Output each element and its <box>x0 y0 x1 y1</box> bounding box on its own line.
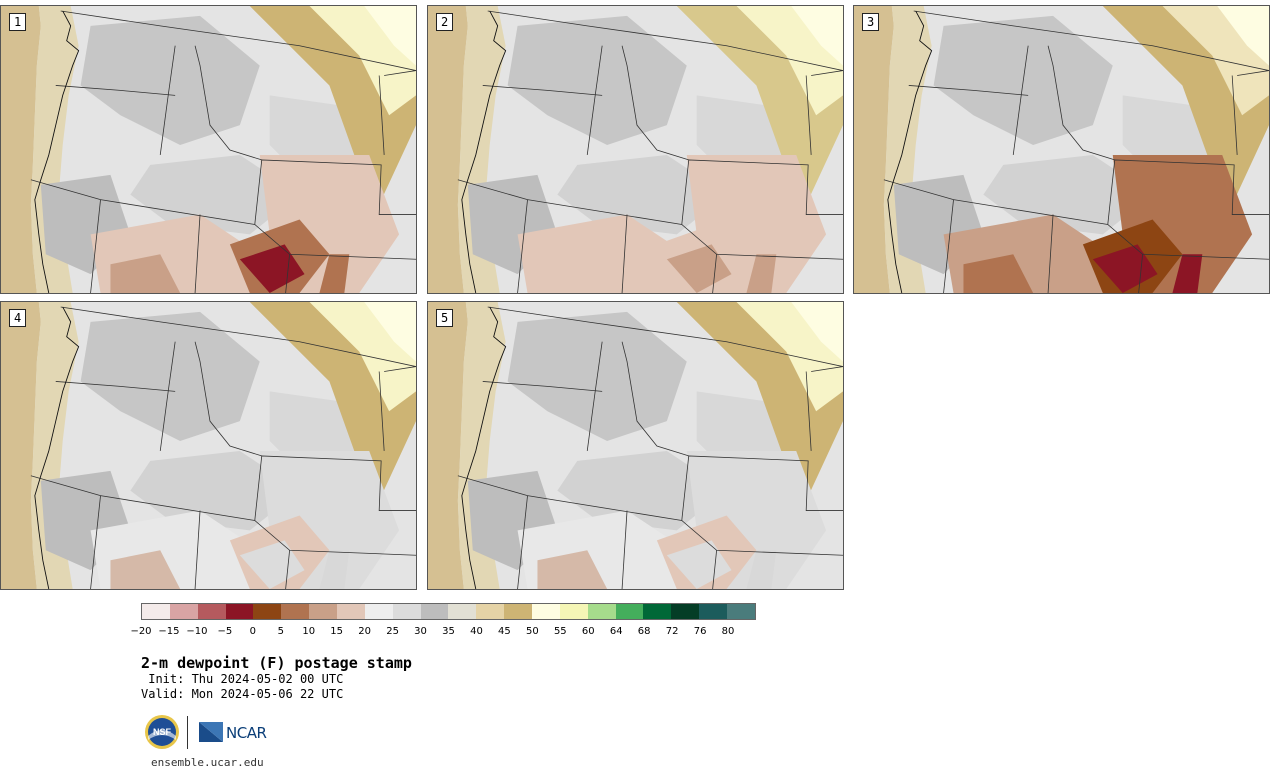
colorbar-tick-label: 5 <box>277 626 284 637</box>
dewpoint-map <box>854 6 1269 293</box>
colorbar-swatch <box>727 604 755 619</box>
footer-url[interactable]: ensemble.ucar.edu <box>151 756 264 769</box>
member-label: 4 <box>9 309 27 327</box>
colorbar-tick-label: 10 <box>302 626 316 637</box>
colorbar-swatch <box>225 604 254 619</box>
member-label: 1 <box>9 13 27 31</box>
colorbar-tick-label: 30 <box>414 626 427 637</box>
colorbar-swatch <box>281 604 310 619</box>
nsf-logo-icon: NSF <box>145 715 179 749</box>
colorbar-swatch <box>699 604 728 619</box>
valid-time: Valid: Mon 2024-05-06 22 UTC <box>141 687 344 701</box>
colorbar-swatch <box>671 604 700 619</box>
colorbar-swatch <box>309 604 338 619</box>
colorbar-tick-label: −5 <box>217 626 233 637</box>
colorbar-tick-label: −20 <box>130 626 152 637</box>
colorbar-tick-label: 72 <box>665 626 679 637</box>
colorbar-tick-label: 50 <box>525 626 539 637</box>
colorbar-tick-label: 80 <box>721 626 735 637</box>
colorbar-tick-label: 76 <box>693 626 707 637</box>
member-label: 2 <box>436 13 454 31</box>
colorbar-swatch <box>197 604 226 619</box>
nsf-logo-text: NSF <box>153 727 172 737</box>
colorbar-swatch <box>615 604 644 619</box>
colorbar-swatch <box>142 604 170 619</box>
colorbar-tick-label: 40 <box>470 626 483 637</box>
ncar-logo-icon <box>199 722 223 742</box>
colorbar-swatch <box>643 604 672 619</box>
colorbar-swatch <box>532 604 560 619</box>
colorbar-swatch <box>587 604 616 619</box>
colorbar-swatch <box>476 604 505 619</box>
dewpoint-colorbar <box>141 603 756 620</box>
colorbar-tick-label: 15 <box>330 626 344 637</box>
ncar-logo-text: NCAR <box>226 724 267 742</box>
ensemble-member-panel-2[interactable]: 2 <box>427 5 844 294</box>
logo-divider <box>187 716 188 749</box>
colorbar-swatch <box>504 604 533 619</box>
colorbar-swatch <box>392 604 421 619</box>
colorbar-tick-label: 60 <box>581 626 595 637</box>
init-time: Init: Thu 2024-05-02 00 UTC <box>141 672 344 686</box>
colorbar-tick-label: 20 <box>358 626 371 637</box>
colorbar-tick-label: −15 <box>158 626 180 637</box>
dewpoint-map <box>1 302 416 589</box>
colorbar-swatch <box>559 604 588 619</box>
colorbar-tick-label: 55 <box>553 626 567 637</box>
ensemble-member-panel-4[interactable]: 4 <box>0 301 417 590</box>
dewpoint-map <box>428 302 843 589</box>
colorbar-swatch <box>337 604 365 619</box>
colorbar-tick-label: 35 <box>442 626 455 637</box>
colorbar-tick-label: −10 <box>186 626 208 637</box>
colorbar-swatch <box>364 604 393 619</box>
dewpoint-map <box>428 6 843 293</box>
dewpoint-map <box>1 6 416 293</box>
colorbar-tick-labels: −20 −15 −10 −5 0 5 10 15 20 25 30 35 40 45 50 55 60 64 68 7… <box>130 626 756 638</box>
member-label: 3 <box>862 13 880 31</box>
colorbar-tick-label: 64 <box>609 626 623 637</box>
colorbar-tick-label: 45 <box>498 626 511 637</box>
colorbar-swatch <box>420 604 449 619</box>
logo-group: NSF NCAR <box>144 714 274 752</box>
colorbar-tick-label: 0 <box>249 626 256 637</box>
chart-title: 2-m dewpoint (F) postage stamp <box>141 654 412 672</box>
ensemble-member-panel-3[interactable]: 3 <box>853 5 1270 294</box>
colorbar-swatch <box>169 604 198 619</box>
colorbar-swatch <box>253 604 282 619</box>
ensemble-member-panel-1[interactable]: 1 <box>0 5 417 294</box>
colorbar-tick-label: 68 <box>637 626 651 637</box>
ensemble-member-panel-5[interactable]: 5 <box>427 301 844 590</box>
colorbar-swatch <box>448 604 477 619</box>
member-label: 5 <box>436 309 454 327</box>
colorbar-tick-label: 25 <box>386 626 399 637</box>
